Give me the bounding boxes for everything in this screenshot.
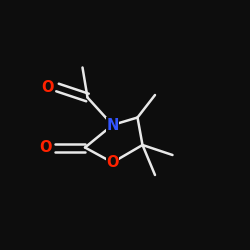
Text: O: O	[39, 140, 51, 155]
Text: N: N	[106, 118, 119, 132]
Text: O: O	[106, 155, 119, 170]
Text: O: O	[41, 80, 54, 95]
